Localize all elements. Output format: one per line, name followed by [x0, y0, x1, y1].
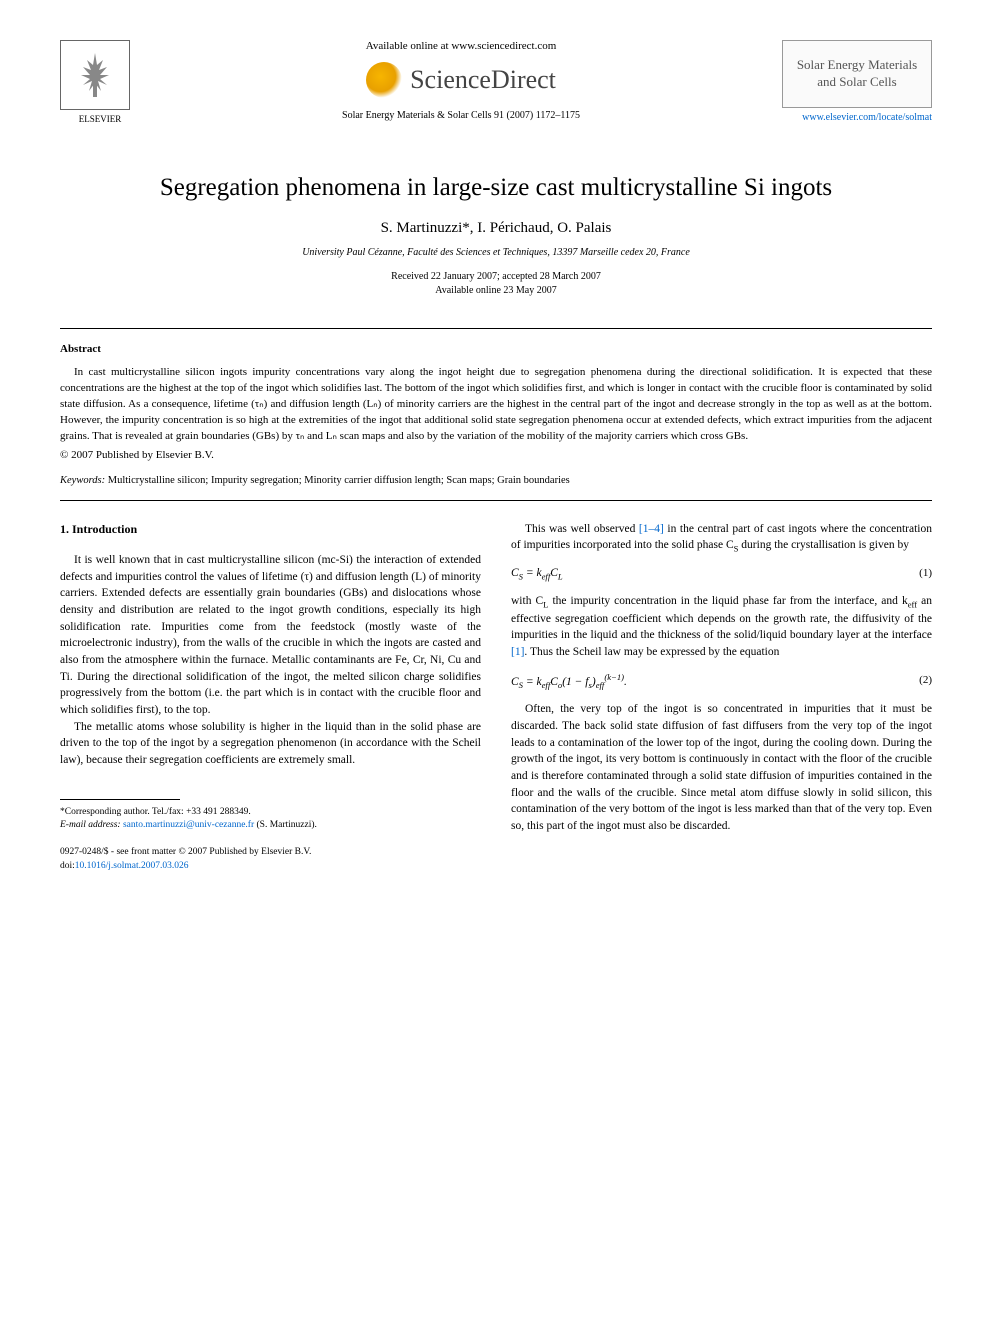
paragraph: Often, the very top of the ingot is so c…: [511, 701, 932, 834]
abstract-heading: Abstract: [60, 343, 932, 355]
journal-cover-block: Solar Energy Materials and Solar Cells w…: [782, 40, 932, 123]
copyright-line: © 2007 Published by Elsevier B.V.: [60, 449, 932, 461]
right-column: This was well observed [1–4] in the cent…: [511, 521, 932, 873]
elsevier-tree-icon: [60, 40, 130, 110]
doi-label: doi:: [60, 861, 75, 871]
sciencedirect-logo: ScienceDirect: [160, 62, 762, 98]
affiliation: University Paul Cézanne, Faculté des Sci…: [60, 247, 932, 258]
text-run: with C: [511, 595, 543, 607]
header-row: ELSEVIER Available online at www.science…: [60, 40, 932, 124]
received-date: Received 22 January 2007; accepted 28 Ma…: [60, 270, 932, 284]
journal-name-line1: Solar Energy Materials: [791, 57, 923, 74]
footnote-divider: [60, 799, 180, 800]
journal-cover: Solar Energy Materials and Solar Cells: [782, 40, 932, 108]
author-email-link[interactable]: santo.martinuzzi@univ-cezanne.fr: [123, 820, 254, 830]
sciencedirect-swirl-icon: [366, 62, 402, 98]
keywords-text: Multicrystalline silicon; Impurity segre…: [105, 475, 570, 486]
issn-line: 0927-0248/$ - see front matter © 2007 Pu…: [60, 846, 481, 859]
article-dates: Received 22 January 2007; accepted 28 Ma…: [60, 270, 932, 298]
equation-1: CS = keffCL (1): [511, 565, 932, 583]
bottom-publication-info: 0927-0248/$ - see front matter © 2007 Pu…: [60, 846, 481, 873]
text-run: . Thus the Scheil law may be expressed b…: [524, 646, 779, 658]
paragraph: The metallic atoms whose solubility is h…: [60, 719, 481, 769]
citation-link[interactable]: [1]: [511, 646, 524, 658]
doi-line: doi:10.1016/j.solmat.2007.03.026: [60, 860, 481, 873]
keywords-label: Keywords:: [60, 475, 105, 486]
corresponding-author: *Corresponding author. Tel./fax: +33 491…: [60, 806, 481, 819]
journal-homepage-link[interactable]: www.elsevier.com/locate/solmat: [782, 112, 932, 123]
journal-reference: Solar Energy Materials & Solar Cells 91 …: [160, 110, 762, 121]
email-name: (S. Martinuzzi).: [254, 820, 317, 830]
text-run: This was well observed: [525, 523, 639, 535]
paragraph: This was well observed [1–4] in the cent…: [511, 521, 932, 555]
corresponding-author-footnote: *Corresponding author. Tel./fax: +33 491…: [60, 806, 481, 833]
equation-2: CS = keffCo(1 − fs)eff(k−1). (2): [511, 671, 932, 692]
abstract-text: In cast multicrystalline silicon ingots …: [60, 365, 932, 445]
paragraph: with CL the impurity concentration in th…: [511, 593, 932, 661]
equation-number: (1): [919, 566, 932, 582]
journal-name-line2: and Solar Cells: [791, 74, 923, 91]
doi-link[interactable]: 10.1016/j.solmat.2007.03.026: [75, 861, 189, 871]
email-line: E-mail address: santo.martinuzzi@univ-ce…: [60, 819, 481, 832]
center-header: Available online at www.sciencedirect.co…: [140, 40, 782, 121]
publisher-name: ELSEVIER: [60, 114, 140, 124]
authors: S. Martinuzzi*, I. Périchaud, O. Palais: [60, 220, 932, 237]
equation-body: CS = keffCL: [511, 565, 563, 583]
sciencedirect-text: ScienceDirect: [410, 65, 556, 95]
equation-number: (2): [919, 673, 932, 689]
text-run: the impurity concentration in the liquid…: [548, 595, 907, 607]
available-date: Available online 23 May 2007: [60, 284, 932, 298]
divider: [60, 500, 932, 501]
section-heading: 1. Introduction: [60, 521, 481, 538]
citation-link[interactable]: [1–4]: [639, 523, 664, 535]
paragraph: It is well known that in cast multicryst…: [60, 552, 481, 719]
article-title: Segregation phenomena in large-size cast…: [60, 174, 932, 202]
available-online-text: Available online at www.sciencedirect.co…: [160, 40, 762, 52]
equation-body: CS = keffCo(1 − fs)eff(k−1).: [511, 671, 627, 692]
left-column: 1. Introduction It is well known that in…: [60, 521, 481, 873]
divider: [60, 328, 932, 329]
publisher-logo: ELSEVIER: [60, 40, 140, 124]
text-run: during the crystallisation is given by: [738, 539, 909, 551]
keywords: Keywords: Multicrystalline silicon; Impu…: [60, 475, 932, 486]
body-columns: 1. Introduction It is well known that in…: [60, 521, 932, 873]
email-label: E-mail address:: [60, 820, 121, 830]
